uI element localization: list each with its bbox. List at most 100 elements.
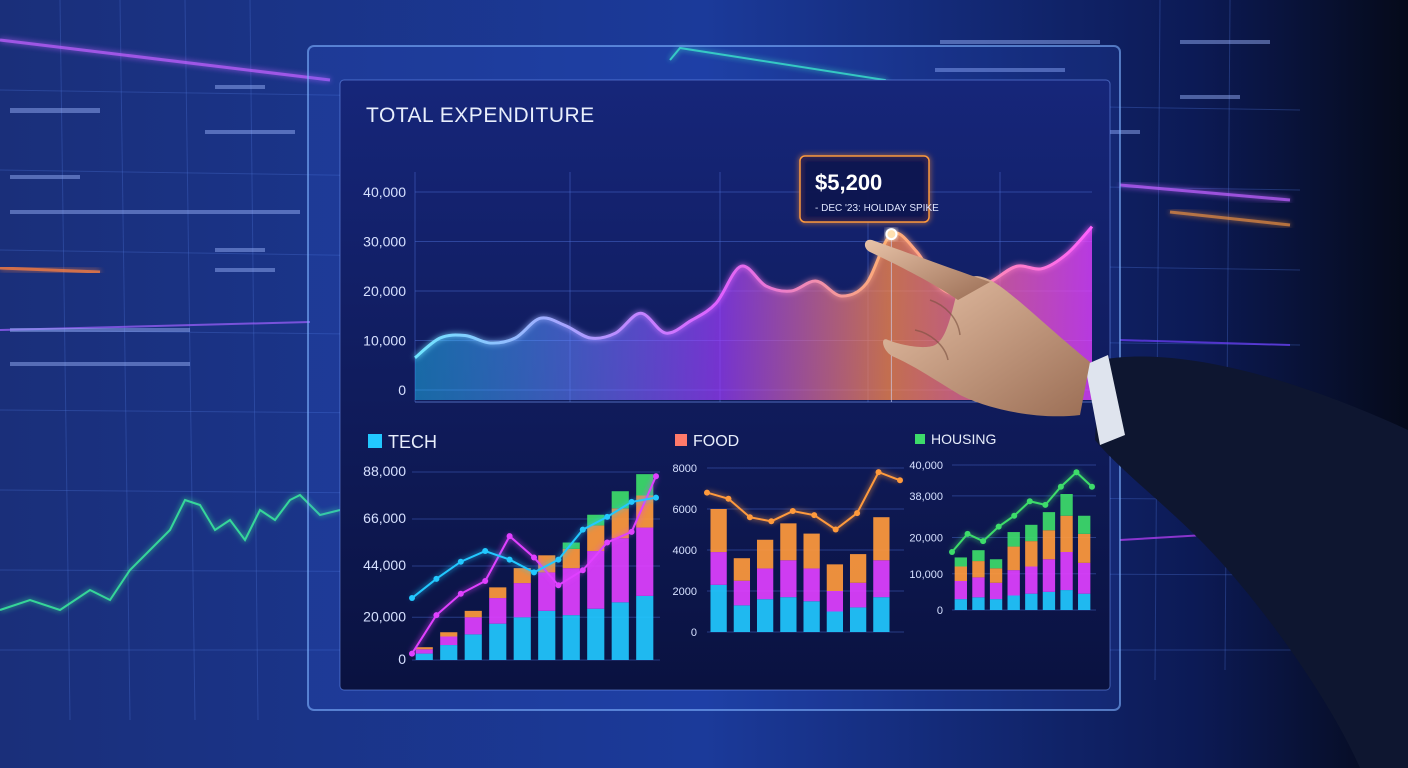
trend-point [704,489,710,496]
trend-point [482,548,489,555]
stacked-bar-segment [513,617,531,660]
stacked-bar-segment [954,566,967,581]
stacked-bar-segment [989,582,1003,600]
stacked-bar-segment [415,649,433,654]
food-chart: FOOD 8000 6000 4000 2000 0 [673,433,904,639]
stacked-bar-segment [636,495,654,528]
stacked-bar-segment [803,533,820,569]
sub-y-tick-label: 88,000 [363,463,406,479]
trend-point [579,526,586,533]
trend-point [433,612,440,619]
sub-y-tick-label: 40,000 [909,460,943,472]
sub-y-tick-label: 4000 [673,545,697,557]
trend-point [789,508,796,515]
stacked-bar-segment [849,554,867,583]
stacked-bar-segment [849,607,867,632]
trend-point [1073,469,1080,476]
stacked-bar-segment [1060,515,1073,552]
trend-point [409,650,415,657]
stacked-bar-segment [562,615,580,660]
knuckles [914,299,961,361]
trend-point [457,558,464,565]
pointing-finger [864,239,990,300]
stacked-bar-segment [636,474,654,496]
stacked-bar-segment [756,539,774,569]
stacked-bar-segment [733,580,751,606]
sub-y-tick-label: 8000 [673,463,697,475]
sub-chart-title: FOOD [693,433,739,450]
background-glow-lines [0,38,1291,612]
callout-value: $5,200 [815,170,882,195]
stacked-bar-segment [587,525,605,552]
stacked-bar-segment [1042,591,1056,610]
stacked-bar-segment [489,587,507,599]
sub-y-tick-label: 0 [691,627,697,639]
trend-point [854,510,861,517]
trend-point [531,554,537,561]
stacked-bar-segment [710,584,727,632]
sub-y-tick-label: 44,000 [363,557,406,573]
sub-y-tick-label: 0 [937,605,943,617]
stacked-bar-segment [710,509,727,553]
stacked-bar-segment [1025,541,1038,567]
stacked-bar-segment [562,548,580,569]
stacked-bar-segment [611,491,629,509]
stacked-bar-segment [538,610,556,660]
trend-point [811,512,818,519]
stacked-bar-segment [440,645,458,660]
stacked-bar-segment [415,647,433,650]
stacked-bar-segment [780,560,797,598]
stacked-bar-segment [1078,562,1091,594]
shirt-cuff [1085,355,1125,445]
stacked-bar-segment [1025,524,1038,542]
stacked-bar-segment [611,602,629,660]
stacked-bar-segment [954,557,967,567]
stacked-bar-segment [1078,533,1091,563]
stacked-bar-segment [780,597,797,632]
housing-chart: HOUSING 40,000 38,000 20,000 10,000 0 [909,431,1096,617]
trend-point [506,556,513,563]
callout-box [799,155,930,223]
stacked-bar-segment [826,591,844,612]
sub-chart-title: TECH [388,432,437,452]
main-chart-y-ticks: 40,000 30,000 20,000 10,000 0 [363,184,406,398]
trend-point [555,582,562,589]
trend-point [995,523,1002,530]
stacked-bar-segment [562,542,580,549]
stacked-bar-segment [464,610,482,618]
main-y-tick-label: 20,000 [363,283,406,299]
sub-y-tick-label: 2000 [673,586,697,598]
stacked-bar-segment [972,550,985,562]
sub-y-tick-label: 10,000 [909,569,943,581]
trend-point [875,469,882,476]
stacked-bar-segment [489,623,507,660]
stacked-bar-segment [1007,570,1020,596]
stacked-bar-segment [1042,530,1056,560]
stacked-bar-segment [636,527,654,596]
trend-point [628,498,635,505]
trend-point [482,577,489,584]
stacked-bar-segment [587,514,605,526]
suit-sleeve [1095,356,1408,768]
pointing-hand [864,239,1408,768]
main-y-tick-label: 30,000 [363,234,406,250]
stacked-bar-segment [873,517,890,561]
stacked-bar-segment [1078,515,1091,534]
stacked-bar-segment [954,599,967,610]
sub-y-tick-label: 20,000 [909,533,943,545]
trend-point [1057,483,1064,490]
legend-swatch [368,434,382,448]
stacked-bar-segment [440,632,458,637]
trend-point [433,575,440,582]
stacked-bar-segment [464,634,482,660]
main-y-tick-label: 40,000 [363,184,406,200]
main-y-tick-label: 10,000 [363,333,406,349]
stacked-bar-segment [989,568,1003,583]
trend-point [964,530,971,537]
trend-point [897,477,903,484]
highlight-point[interactable] [885,228,898,241]
stacked-bar-segment [873,560,890,598]
stacked-bar-segment [611,538,629,603]
trend-point [506,533,513,540]
stacked-bar-segment [954,581,967,600]
